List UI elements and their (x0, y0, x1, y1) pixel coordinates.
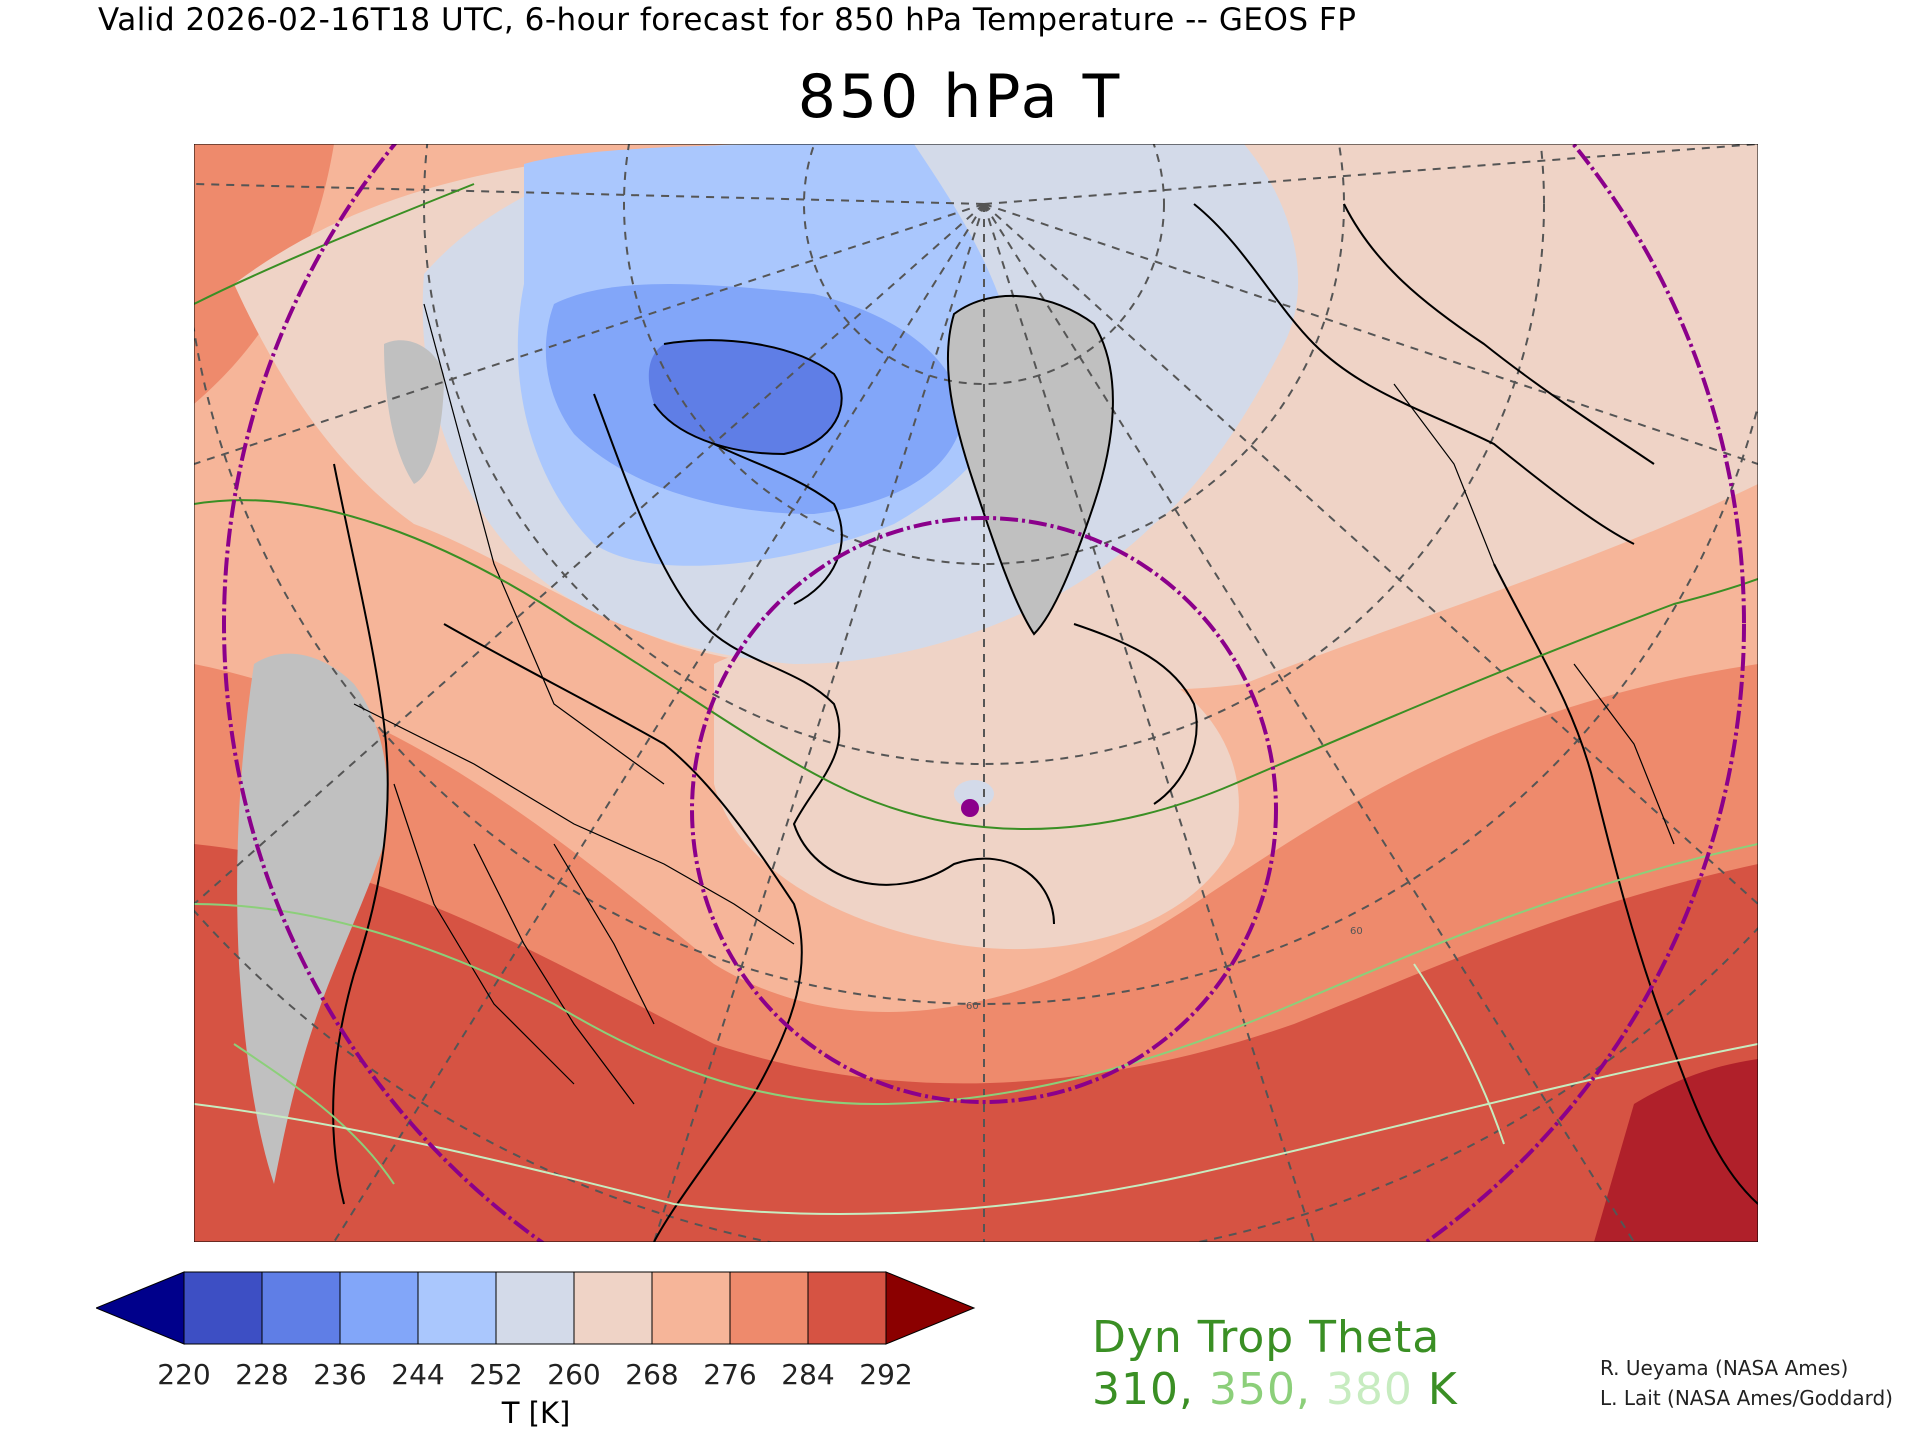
center-marker (961, 799, 979, 817)
domain-rings (222, 144, 1746, 1242)
coldest-core (648, 340, 842, 454)
outer-domain-ring (222, 144, 1746, 1242)
ring-label-1: 60 (966, 1001, 979, 1012)
credit-line-2: L. Lait (NASA Ames/Goddard) (1600, 1386, 1893, 1410)
trop-value-350: 350 (1208, 1364, 1296, 1415)
trop-legend-values: 310, 350, 380 K (1092, 1364, 1458, 1415)
hot-band-south (194, 844, 1758, 1242)
colorbar-tick-236: 236 (313, 1358, 367, 1391)
colorbar-box-7 (729, 1271, 809, 1345)
colorbar-tick-268: 268 (625, 1358, 679, 1391)
colorbar-box-5 (573, 1271, 653, 1345)
colorbar-tick-260: 260 (547, 1358, 601, 1391)
trop-contour-350 (194, 843, 1758, 1185)
plot-title: 850 hPa T (797, 62, 1123, 132)
colorbar-under-arrow (96, 1271, 185, 1345)
colorbar-box-8 (807, 1271, 887, 1345)
colorbar-tick-228: 228 (235, 1358, 289, 1391)
colorbar-box-6 (651, 1271, 731, 1345)
colorbar-units: T [K] (501, 1396, 571, 1430)
cool-spot-hudson (954, 780, 994, 808)
borders (353, 303, 1675, 1105)
colorbar-box-2 (339, 1271, 419, 1345)
colorbar-box-4 (495, 1271, 575, 1345)
colorbar-tick-284: 284 (781, 1358, 835, 1391)
colorbar-tick-220: 220 (157, 1358, 211, 1391)
colorbar-tick-252: 252 (469, 1358, 523, 1391)
trop-sep-2: , (1295, 1364, 1326, 1415)
colorbar-tick-276: 276 (703, 1358, 757, 1391)
ring-label-2: 60 (1350, 926, 1363, 937)
coastlines (332, 203, 1758, 1242)
trop-unit: K (1412, 1364, 1458, 1415)
trop-contour-380 (194, 963, 1758, 1215)
colorbar-box-1 (261, 1271, 341, 1345)
very-hot-corner (1594, 1059, 1758, 1242)
colorbar-tick-292: 292 (859, 1358, 913, 1391)
trop-value-310: 310 (1092, 1364, 1179, 1415)
colorbar-box-3 (417, 1271, 497, 1345)
colorbar (96, 1271, 976, 1345)
colorbar-box-0 (183, 1271, 263, 1345)
missing-greenland (947, 295, 1113, 634)
missing-rockies (237, 653, 388, 1184)
valid-time-line: Valid 2026-02-16T18 UTC, 6-hour forecast… (98, 2, 1357, 38)
trop-legend-title: Dyn Trop Theta (1092, 1312, 1441, 1363)
credit-line-1: R. Ueyama (NASA Ames) (1600, 1356, 1849, 1380)
inner-domain-ring (690, 516, 1278, 1104)
trop-value-380: 380 (1325, 1364, 1413, 1415)
trop-sep-1: , (1178, 1364, 1209, 1415)
colorbar-over-arrow (885, 1271, 976, 1345)
forecast-map: 60 60 (194, 144, 1758, 1242)
colorbar-tick-244: 244 (391, 1358, 445, 1391)
missing-greenland-north (384, 340, 444, 484)
